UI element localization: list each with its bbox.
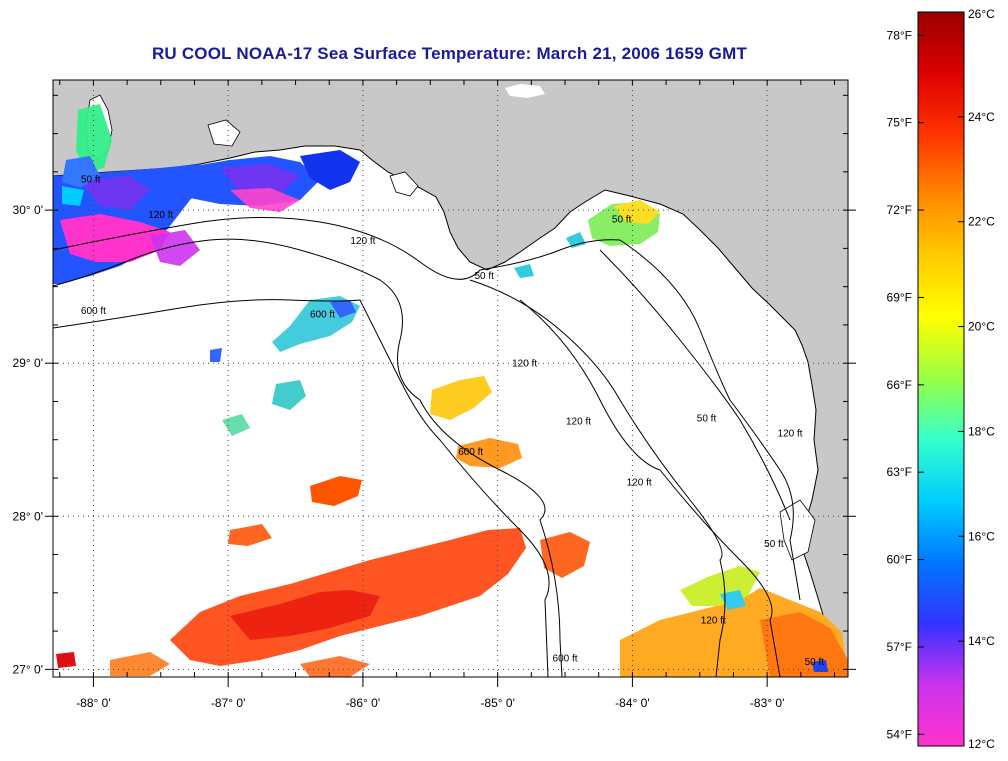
contour-label: 600 ft	[458, 447, 483, 458]
lon-tick-label: -86° 0'	[346, 696, 380, 710]
contour-label: 120 ft	[701, 615, 726, 626]
colorbar-label-fahrenheit: 54°F	[887, 727, 912, 741]
map-title: RU COOL NOAA-17 Sea Surface Temperature:…	[151, 44, 748, 63]
lat-tick-label: 28° 0'	[13, 509, 43, 523]
contour-label: 50 ft	[612, 214, 632, 225]
sst-patches	[53, 104, 848, 677]
colorbar-label-celsius: 12°C	[968, 737, 995, 751]
colorbar-label-celsius: 16°C	[968, 529, 995, 543]
colorbar-label-fahrenheit: 57°F	[887, 640, 912, 654]
bay-inlet	[389, 171, 419, 197]
colorbar-label-celsius: 18°C	[968, 424, 995, 438]
contour-label: 50 ft	[697, 413, 717, 424]
contour-label: 600 ft	[310, 309, 335, 320]
colorbar-label-fahrenheit: 78°F	[887, 28, 912, 42]
contour-label: 600 ft	[553, 654, 578, 665]
lon-tick-label: -88° 0'	[76, 696, 110, 710]
lon-tick-label: -83° 0'	[750, 696, 784, 710]
bay-inlet	[779, 499, 816, 561]
bay-inlet	[207, 119, 241, 147]
colorbar-label-celsius: 14°C	[968, 634, 995, 648]
cloud-patch	[505, 84, 545, 98]
lat-tick-label: 27° 0'	[13, 662, 43, 676]
colorbar-label-celsius: 24°C	[968, 110, 995, 124]
colorbar-label-celsius: 22°C	[968, 215, 995, 229]
colorbar-label-fahrenheit: 69°F	[887, 290, 912, 304]
colorbar-label-celsius: 20°C	[968, 320, 995, 334]
contour-label: 120 ft	[512, 358, 537, 369]
colorbar-label-celsius: 26°C	[968, 7, 995, 21]
contour-label: 600 ft	[81, 306, 106, 317]
colorbar-label-fahrenheit: 72°F	[887, 203, 912, 217]
contour-label: 120 ft	[350, 236, 375, 247]
contour-label: 50 ft	[474, 271, 494, 282]
map-frame	[52, 79, 849, 678]
bathymetry-contours	[53, 216, 801, 677]
contour-label: 50 ft	[81, 175, 101, 186]
colorbar-label-fahrenheit: 66°F	[887, 378, 912, 392]
colorbar-label-fahrenheit: 75°F	[887, 116, 912, 130]
lat-tick-label: 29° 0'	[13, 356, 43, 370]
contour-label: 120 ft	[627, 478, 652, 489]
lon-tick-label: -85° 0'	[480, 696, 514, 710]
colorbar	[917, 11, 965, 747]
colorbar-label-fahrenheit: 60°F	[887, 553, 912, 567]
contour-label: 50 ft	[764, 539, 784, 550]
lon-tick-label: -84° 0'	[615, 696, 649, 710]
lon-tick-label: -87° 0'	[211, 696, 245, 710]
contour-label: 120 ft	[148, 210, 173, 221]
contour-label: 120 ft	[778, 429, 803, 440]
contour-label: 50 ft	[805, 657, 825, 668]
contour-label: 120 ft	[566, 416, 591, 427]
lat-tick-label: 30° 0'	[13, 203, 43, 217]
colorbar-label-fahrenheit: 63°F	[887, 465, 912, 479]
